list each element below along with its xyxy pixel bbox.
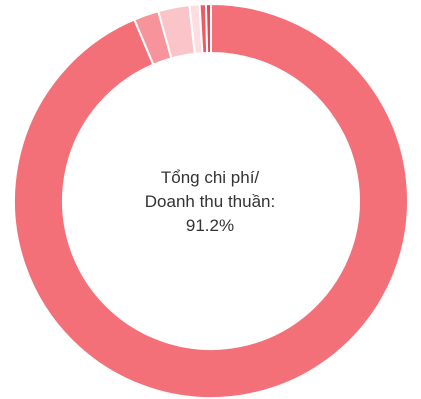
center-label: Tổng chi phí/ Doanh thu thuần: 91.2% [110, 166, 310, 238]
donut-slice-1 [13, 2, 409, 399]
center-label-line-2: Doanh thu thuần: [144, 192, 276, 211]
center-label-line-3: 91.2% [185, 216, 235, 235]
center-label-line-1: Tổng chi phí/ [160, 168, 260, 187]
donut-slice-6 [204, 2, 212, 55]
